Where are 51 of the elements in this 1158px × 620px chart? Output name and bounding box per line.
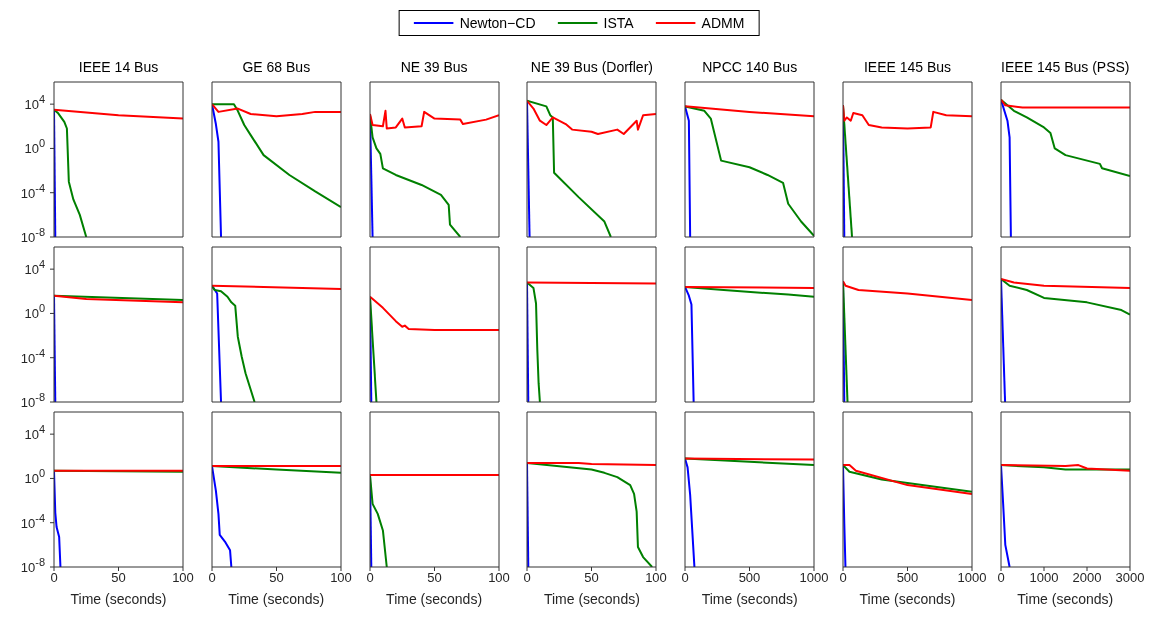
x-axis-title: Time (seconds) (858, 591, 957, 607)
x-axis-title: Time (seconds) (227, 591, 326, 607)
chart-title: NE 39 Bus (400, 59, 468, 75)
x-tick-label: 100 (172, 570, 194, 586)
y-tick-label: 10$^{4}$ (24, 423, 45, 443)
y-tick-label: 10$^{0}$ (24, 467, 45, 487)
y-tick-label: 10$^{4}$ (24, 93, 45, 113)
x-tick-label: 0 (839, 570, 847, 586)
legend-label: ISTA (603, 15, 634, 31)
y-tick-label: 10$^{0}$ (24, 302, 45, 322)
y-tick-label: 10$^{0}$ (24, 137, 45, 157)
x-tick-label: 100 (329, 570, 352, 586)
x-tick-label: 500 (738, 570, 761, 586)
x-axis-title: Time (seconds) (385, 591, 484, 607)
chart-title: IEEE 145 Bus (863, 59, 952, 75)
x-tick-label: 0 (208, 570, 216, 586)
x-axis-title: Time (seconds) (542, 591, 641, 607)
legend-label: Newton−CD (459, 15, 536, 31)
y-tick-label: 10$^{-4}$ (20, 346, 45, 366)
x-tick-label: 2000 (1072, 570, 1102, 586)
x-tick-label: 500 (896, 570, 919, 586)
x-tick-label: 0 (365, 570, 374, 586)
y-tick-label: 10$^{4}$ (24, 258, 45, 278)
x-axis-title: Time (seconds) (700, 591, 799, 607)
chart-title: GE 68 Bus (242, 59, 311, 75)
x-tick-label: 1000 (1029, 570, 1059, 586)
x-tick-label: 1000 (957, 570, 987, 586)
y-tick-label: 10$^{-8}$ (20, 391, 45, 410)
y-tick-label: 10$^{-8}$ (20, 556, 45, 575)
x-tick-label: 50 (584, 570, 600, 586)
x-tick-label: 0 (523, 570, 532, 586)
x-tick-label: 1000 (799, 570, 829, 586)
y-tick-label: 10$^{-4}$ (20, 511, 45, 531)
y-tick-label: 10$^{-8}$ (20, 226, 45, 245)
x-tick-label: 0 (681, 570, 689, 586)
chart-title: NPCC 140 Bus (702, 59, 798, 75)
x-tick-label: 100 (645, 570, 668, 586)
y-tick-label: 10$^{-4}$ (20, 181, 45, 201)
x-axis-title: Time (seconds) (69, 591, 168, 607)
x-tick-label: 0 (997, 570, 1005, 586)
legend-label: ADMM (701, 15, 745, 31)
x-axis-title: Time (seconds) (1016, 591, 1115, 607)
x-tick-label: 3000 (1115, 570, 1145, 586)
x-tick-label: 0 (50, 570, 58, 586)
chart-title: NE 39 Bus (Dorfler) (530, 59, 653, 75)
x-tick-label: 50 (269, 570, 284, 586)
chart-title: IEEE 14 Bus (78, 59, 159, 75)
x-tick-label: 50 (426, 570, 442, 586)
x-tick-label: 100 (487, 570, 510, 586)
chart-title: IEEE 145 Bus (PSS) (1001, 59, 1130, 75)
x-tick-label: 50 (111, 570, 126, 586)
